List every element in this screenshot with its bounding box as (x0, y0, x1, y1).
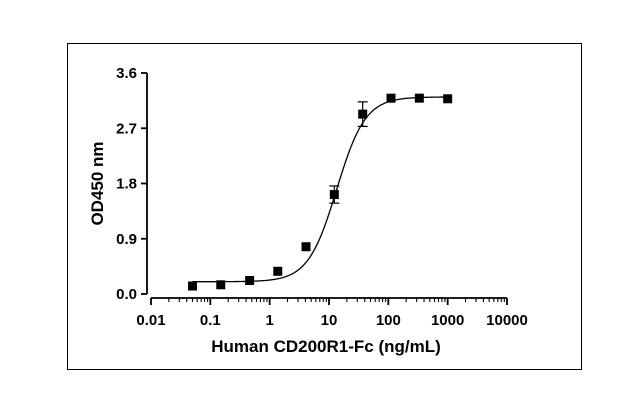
data-point (329, 190, 339, 200)
y-tick-label: 3.6 (116, 65, 137, 82)
x-tick-label: 0.1 (200, 312, 221, 329)
data-point (386, 93, 396, 103)
y-tick-label: 2.7 (116, 120, 137, 137)
y-tick-label: 0.9 (116, 231, 137, 248)
data-point (187, 281, 197, 291)
data-point (358, 109, 368, 119)
x-tick-label: 10000 (486, 312, 528, 329)
data-point (443, 94, 453, 104)
x-tick-label: 0.01 (136, 312, 165, 329)
data-point (273, 266, 283, 276)
x-tick-label: 1 (265, 312, 273, 329)
data-point (414, 93, 424, 103)
x-axis-title: Human CD200R1-Fc (ng/mL) (211, 337, 441, 356)
y-tick-label: 0.0 (116, 286, 137, 303)
x-tick-label: 1000 (431, 312, 464, 329)
y-tick-label: 1.8 (116, 176, 137, 193)
y-axis-title: OD450 nm (88, 141, 107, 225)
fit-curve (192, 96, 448, 283)
axes: 0.0 0.9 1.8 2.7 3.6 0.01 0.1 1 10 100 1000 10000 (116, 65, 528, 329)
data-point (301, 242, 311, 252)
data-points (187, 93, 453, 291)
data-point (216, 280, 226, 290)
data-point (245, 275, 255, 285)
x-tick-label: 10 (321, 312, 338, 329)
x-tick-label: 100 (376, 312, 401, 329)
chart-frame (67, 43, 582, 370)
